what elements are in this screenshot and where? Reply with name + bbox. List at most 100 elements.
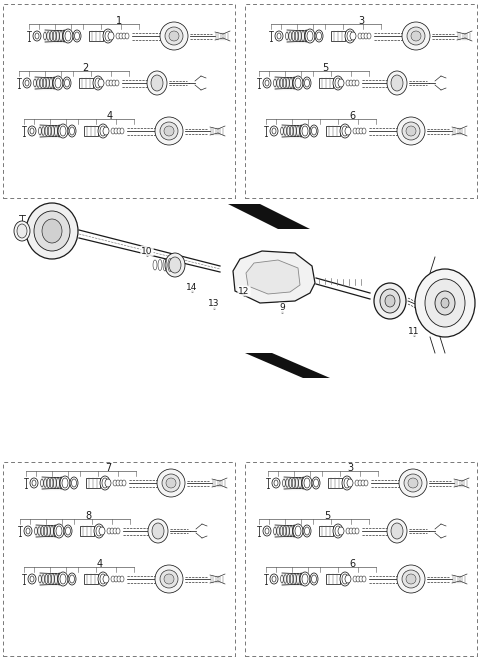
Ellipse shape [307,31,313,41]
Ellipse shape [347,479,353,487]
Ellipse shape [111,128,115,134]
Ellipse shape [397,117,425,145]
Ellipse shape [402,22,430,50]
Ellipse shape [313,479,319,487]
Ellipse shape [65,31,71,41]
Ellipse shape [113,480,117,486]
Text: 14: 14 [186,282,198,292]
Ellipse shape [304,527,310,535]
Ellipse shape [114,128,118,134]
Ellipse shape [93,76,103,90]
Ellipse shape [117,576,121,582]
Ellipse shape [23,78,31,88]
Ellipse shape [272,478,280,488]
Ellipse shape [58,124,68,138]
Ellipse shape [113,528,117,534]
Ellipse shape [265,80,269,86]
Ellipse shape [109,80,113,86]
Ellipse shape [55,78,61,88]
Bar [245,4,477,198]
Ellipse shape [435,291,455,315]
Ellipse shape [103,127,109,135]
Ellipse shape [302,574,308,584]
Ellipse shape [53,76,63,90]
Ellipse shape [355,528,359,534]
Ellipse shape [387,71,407,95]
Ellipse shape [60,476,70,490]
Ellipse shape [100,126,106,136]
Text: 3: 3 [358,16,364,26]
Ellipse shape [277,33,281,39]
Ellipse shape [272,576,276,582]
Ellipse shape [99,527,105,535]
Ellipse shape [338,79,344,87]
Text: 2: 2 [82,63,88,73]
Ellipse shape [24,526,32,536]
Ellipse shape [425,279,465,327]
Ellipse shape [353,576,357,582]
Ellipse shape [56,526,62,536]
Ellipse shape [160,22,188,50]
Ellipse shape [25,80,29,86]
Ellipse shape [116,528,120,534]
Ellipse shape [274,480,278,486]
Ellipse shape [350,32,356,40]
Ellipse shape [367,33,371,39]
Ellipse shape [162,474,180,492]
Ellipse shape [166,478,176,488]
Text: 13: 13 [208,299,220,309]
Ellipse shape [14,221,30,241]
Ellipse shape [98,79,104,87]
Ellipse shape [157,469,185,497]
Ellipse shape [108,32,114,40]
Ellipse shape [345,575,351,583]
Ellipse shape [64,525,72,537]
Ellipse shape [115,80,119,86]
Ellipse shape [160,122,178,140]
Ellipse shape [263,526,271,536]
Ellipse shape [352,528,356,534]
Ellipse shape [361,33,365,39]
Ellipse shape [315,30,323,42]
Ellipse shape [275,31,283,41]
Ellipse shape [345,29,355,43]
Ellipse shape [349,528,353,534]
Bar [84,574,98,584]
Ellipse shape [355,480,359,486]
Ellipse shape [385,295,395,307]
Ellipse shape [316,32,322,40]
Ellipse shape [304,478,310,488]
Ellipse shape [164,126,174,136]
Ellipse shape [310,125,318,137]
Ellipse shape [164,574,174,584]
Ellipse shape [68,125,76,137]
Ellipse shape [359,576,363,582]
Ellipse shape [111,576,115,582]
Ellipse shape [116,480,120,486]
Ellipse shape [293,76,303,90]
Ellipse shape [358,33,362,39]
Ellipse shape [312,477,320,489]
Ellipse shape [441,298,449,308]
Ellipse shape [356,128,360,134]
Ellipse shape [391,75,403,91]
Ellipse shape [155,117,183,145]
Ellipse shape [125,33,129,39]
Ellipse shape [353,128,357,134]
Ellipse shape [62,478,68,488]
Text: 10: 10 [141,247,153,256]
Ellipse shape [415,269,475,337]
Ellipse shape [265,528,269,534]
Ellipse shape [310,573,318,585]
Text: 8: 8 [85,511,91,521]
Ellipse shape [30,576,34,582]
Ellipse shape [293,524,303,538]
Ellipse shape [303,77,311,89]
Text: 5: 5 [322,63,328,73]
Ellipse shape [63,77,71,89]
Ellipse shape [361,480,365,486]
Ellipse shape [408,478,418,488]
Ellipse shape [411,31,421,41]
Ellipse shape [352,80,356,86]
Ellipse shape [34,211,70,251]
